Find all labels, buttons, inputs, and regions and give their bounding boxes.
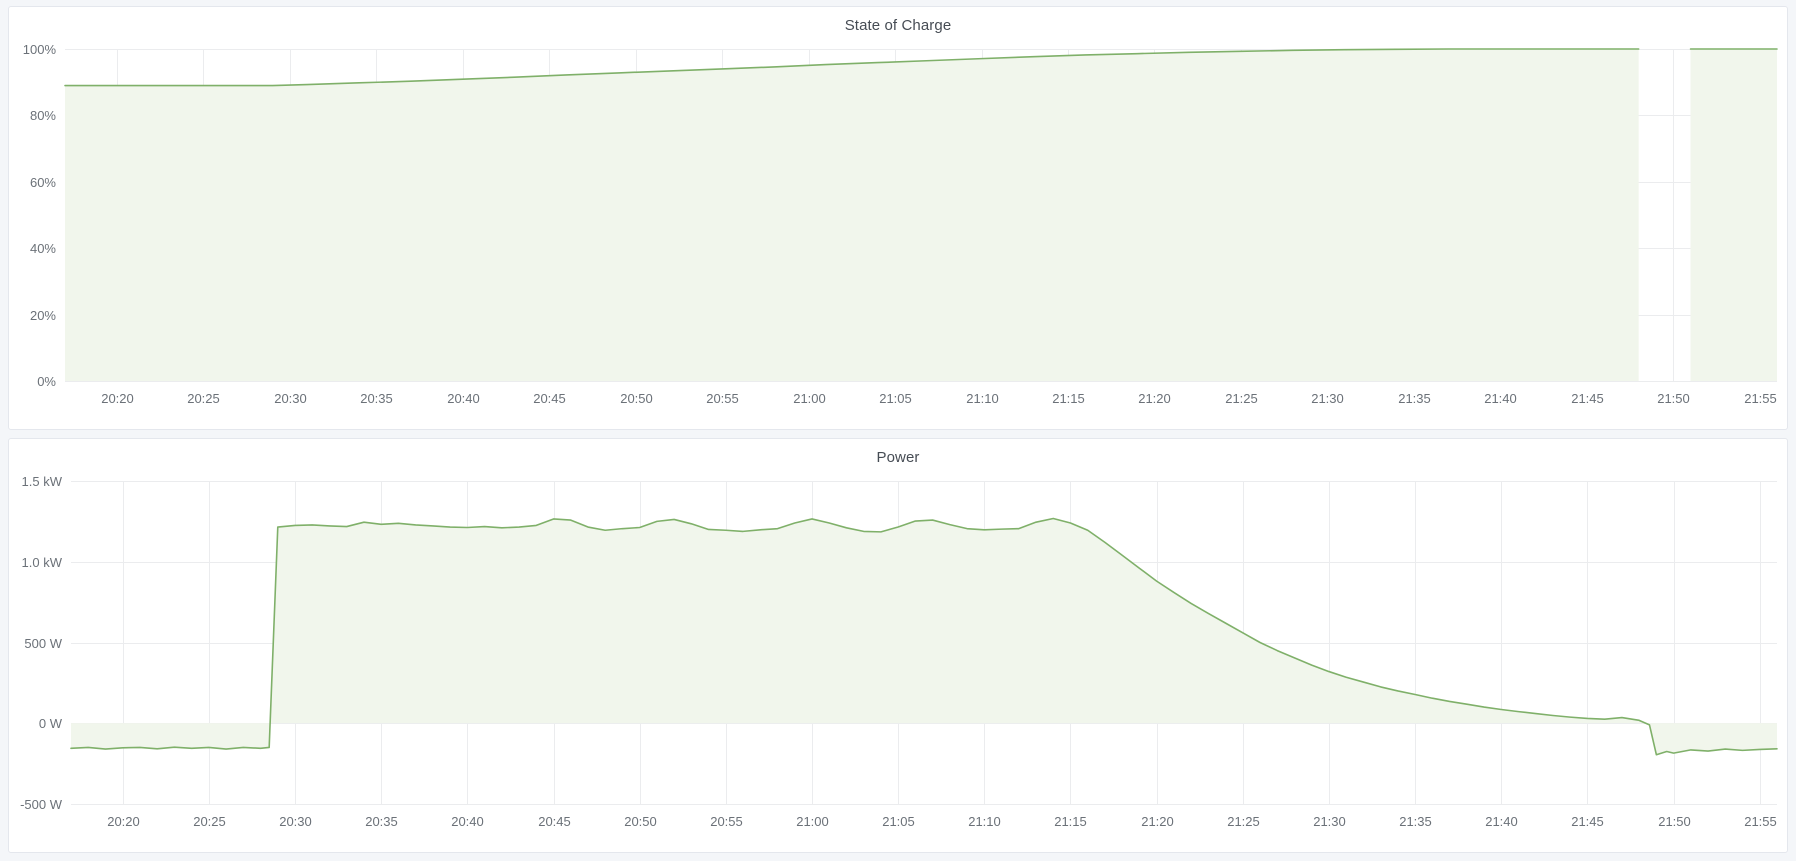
panel-title-state-of-charge: State of Charge [844,17,952,34]
y-axis-tick-label: 0 W [39,716,63,731]
x-axis-tick-label: 20:20 [107,814,140,829]
x-axis-tick-label: 20:40 [451,814,484,829]
x-axis-tick-label: 20:55 [710,814,743,829]
x-axis-tick-label: 21:05 [882,814,915,829]
x-axis-tick-label: 20:25 [193,814,226,829]
y-axis-tick-label: 1.0 kW [22,555,63,570]
panel-power: Power -500 W 0 W 500 W 1.0 kW 1.5 kW 20:20 20:… [8,438,1788,853]
x-axis-tick-label: 21:55 [1744,814,1777,829]
x-axis-tick-label: 21:10 [968,814,1001,829]
series-area-fill [65,49,1639,381]
y-axis-tick-label: 80% [30,108,56,123]
x-axis-tick-label: 21:35 [1398,391,1431,406]
x-axis-tick-label: 21:40 [1484,391,1517,406]
x-axis-tick-label: 21:00 [793,391,826,406]
x-axis-tick-label: 20:35 [365,814,398,829]
x-axis-tick-label: 21:45 [1571,391,1604,406]
x-axis-tick-label: 21:30 [1313,814,1346,829]
y-axis-tick-label: 40% [30,241,56,256]
x-axis-tick-label: 21:10 [966,391,999,406]
series-line [64,48,1640,87]
y-axis-tick-label: 100% [23,42,57,57]
x-axis-tick-label: 21:15 [1054,814,1087,829]
x-axis-tick-label: 21:25 [1225,391,1258,406]
x-axis-tick-label: 21:30 [1311,391,1344,406]
y-axis-tick-label: 60% [30,175,56,190]
x-axis-tick-label: 21:25 [1227,814,1260,829]
x-axis-tick-label: 21:50 [1657,391,1690,406]
x-axis-tick-label: 20:30 [279,814,312,829]
series-area-fill [71,518,1777,755]
x-axis-tick-label: 21:20 [1138,391,1171,406]
series-area-fill [1690,49,1777,381]
x-axis-tick-label: 21:20 [1141,814,1174,829]
x-axis-tick-label: 20:20 [101,391,134,406]
x-axis-tick-label: 21:15 [1052,391,1085,406]
y-axis-tick-label: 500 W [24,636,62,651]
x-axis-tick-label: 20:30 [274,391,307,406]
x-axis-tick-label: 20:50 [624,814,657,829]
panel-title-power: Power [876,449,920,466]
x-axis-tick-label: 20:35 [360,391,393,406]
x-axis-tick-label: 21:35 [1399,814,1432,829]
y-axis-tick-label: -500 W [20,797,63,812]
x-axis-tick-label: 20:40 [447,391,480,406]
y-axis-tick-label: 20% [30,308,56,323]
chart-power[interactable]: -500 W 0 W 500 W 1.0 kW 1.5 kW 20:20 20:25 20:3… [9,439,1787,852]
x-axis-tick-label: 20:25 [187,391,220,406]
y-axis-tick-label: 0% [37,374,56,389]
panel-state-of-charge: State of Charge 0% 20% 40% 60% 80% 100% 20:20 2… [8,6,1788,430]
x-axis-tick-label: 20:45 [538,814,571,829]
series-line [70,517,1778,756]
x-axis-tick-label: 21:55 [1744,391,1777,406]
x-axis-tick-label: 20:45 [533,391,566,406]
y-axis-tick-label: 1.5 kW [22,474,63,489]
x-axis-tick-label: 21:40 [1485,814,1518,829]
chart-state-of-charge[interactable]: 0% 20% 40% 60% 80% 100% 20:20 20:25 20:30 20:35 20… [9,7,1787,429]
x-axis-tick-label: 21:05 [879,391,912,406]
x-axis-tick-label: 20:50 [620,391,653,406]
x-axis-tick-label: 21:00 [796,814,829,829]
x-axis-tick-label: 21:50 [1658,814,1691,829]
x-axis-tick-label: 20:55 [706,391,739,406]
x-axis-tick-label: 21:45 [1571,814,1604,829]
